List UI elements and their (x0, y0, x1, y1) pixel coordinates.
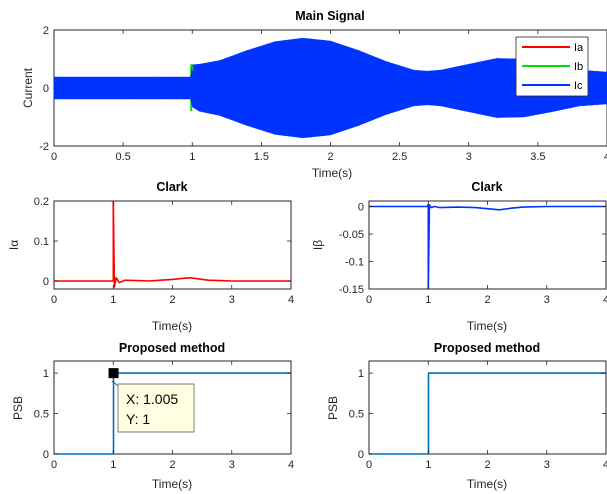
x-tick-label: 4 (603, 459, 607, 471)
psb-right-xlabel: Time(s) (467, 477, 507, 491)
clark-beta-xlabel: Time(s) (467, 319, 507, 333)
x-tick-label: 1 (425, 459, 431, 471)
x-tick-label: 0 (51, 294, 57, 306)
data-tip-x: X: 1.005 (126, 391, 178, 407)
x-tick-label: 4 (603, 294, 607, 306)
main-signal-ylabel: Current (21, 67, 35, 108)
y-tick-label: 0.5 (34, 409, 49, 421)
data-tip-y: Y: 1 (126, 411, 150, 427)
legend-label-ic: Ic (574, 80, 583, 92)
x-tick-label: 2 (169, 294, 175, 306)
x-tick-label: 0 (51, 459, 57, 471)
x-tick-label: 2 (169, 459, 175, 471)
clark-alpha-ylabel: Iα (7, 240, 21, 250)
legend-label-ib: Ib (574, 61, 583, 73)
x-tick-label: 1 (110, 459, 116, 471)
data-tip-pointer (111, 380, 119, 387)
clark-alpha-xlabel: Time(s) (152, 319, 192, 333)
y-tick-label: -0.05 (339, 229, 364, 241)
x-tick-label: 3.5 (530, 151, 545, 163)
psb-right-ylabel: PSB (326, 396, 340, 420)
clark-beta-title: Clark (471, 180, 502, 194)
x-tick-label: 0 (51, 151, 57, 163)
x-tick-label: 3 (544, 459, 550, 471)
x-tick-label: 1 (189, 151, 195, 163)
clark-alpha-axes: Clark 0 1 2 3 4 0 0.1 0.2 Time(s) Iα (7, 180, 294, 333)
series-line (369, 372, 606, 455)
x-tick-label: 2 (484, 294, 490, 306)
clark-alpha-frame (53, 200, 292, 290)
psb-left-ylabel: PSB (11, 396, 25, 420)
psb-left-plot (54, 368, 291, 455)
x-tick-label: 3 (466, 151, 472, 163)
y-tick-label: 0.1 (34, 236, 49, 248)
x-tick-label: 2 (327, 151, 333, 163)
psb-left-xlabel: Time(s) (152, 477, 192, 491)
y-tick-label: 1 (358, 368, 364, 380)
x-tick-label: 2.5 (392, 151, 407, 163)
y-tick-label: -2 (39, 141, 49, 153)
y-tick-label: 2 (43, 25, 49, 37)
clark-beta-ticks: 0 1 2 3 4 -0.15 -0.1 -0.05 0 (339, 201, 607, 306)
main-signal-ticks: 00.511.522.533.54-202 (39, 25, 607, 163)
psb-right-plot (369, 372, 606, 455)
series-line (54, 372, 291, 455)
psb-left-axes: Proposed method 0 1 2 3 4 0 0.5 1 Time(s) PSB X… (11, 341, 294, 491)
x-tick-label: 1 (110, 294, 116, 306)
psb-right-ticks: 0 1 2 3 4 0 0.5 1 (349, 361, 607, 471)
series-ic-band (53, 37, 607, 139)
x-tick-label: 3 (544, 294, 550, 306)
x-tick-label: 4 (604, 151, 607, 163)
psb-right-title: Proposed method (434, 341, 540, 355)
x-tick-label: 2 (484, 459, 490, 471)
x-tick-label: 3 (229, 294, 235, 306)
psb-right-axes: Proposed method 0 1 2 3 4 0 0.5 1 Time(s) PSB (326, 341, 607, 491)
x-tick-label: 4 (288, 294, 294, 306)
x-tick-label: 0 (366, 294, 372, 306)
legend[interactable]: Ia Ib Ic (515, 36, 589, 97)
clark-beta-axes: Clark 0 1 2 3 4 -0.15 -0.1 -0.05 0 Time(s) Iβ (311, 180, 607, 333)
y-tick-label: 0 (43, 276, 49, 288)
x-tick-label: 1.5 (254, 151, 269, 163)
main-signal-xlabel: Time(s) (312, 166, 352, 180)
clark-alpha-title: Clark (156, 180, 187, 194)
y-tick-label: 0.5 (349, 409, 364, 421)
legend-label-ia: Ia (574, 42, 584, 54)
psb-left-title: Proposed method (119, 341, 225, 355)
x-tick-label: 1 (425, 294, 431, 306)
y-tick-label: -0.1 (345, 257, 364, 269)
clark-alpha-plot (54, 200, 291, 288)
main-signal-plot (53, 37, 607, 139)
data-tip-box (117, 383, 195, 433)
y-tick-label: 0 (358, 202, 364, 214)
y-tick-label: 0 (43, 449, 49, 461)
clark-beta-frame (368, 200, 607, 290)
y-tick-label: 0 (358, 449, 364, 461)
psb-right-frame (368, 360, 607, 455)
y-tick-label: -0.15 (339, 284, 364, 296)
clark-beta-ylabel: Iβ (311, 240, 325, 250)
main-signal-axes: Main Signal 00.511.522.533.54-202 Time(s… (21, 9, 607, 180)
x-tick-label: 3 (229, 459, 235, 471)
data-tip-marker[interactable] (108, 368, 119, 379)
x-tick-label: 0 (366, 459, 372, 471)
y-tick-label: 0.2 (34, 196, 49, 208)
psb-left-ticks: 0 1 2 3 4 0 0.5 1 (34, 361, 294, 471)
y-tick-label: 1 (43, 368, 49, 380)
data-tip[interactable]: X: 1.005 Y: 1 (111, 380, 195, 433)
main-signal-title: Main Signal (295, 9, 364, 23)
x-tick-label: 4 (288, 459, 294, 471)
clark-alpha-ticks: 0 1 2 3 4 0 0.1 0.2 (34, 196, 294, 306)
x-tick-label: 0.5 (115, 151, 130, 163)
series-line (54, 200, 291, 288)
y-tick-label: 0 (43, 83, 49, 95)
